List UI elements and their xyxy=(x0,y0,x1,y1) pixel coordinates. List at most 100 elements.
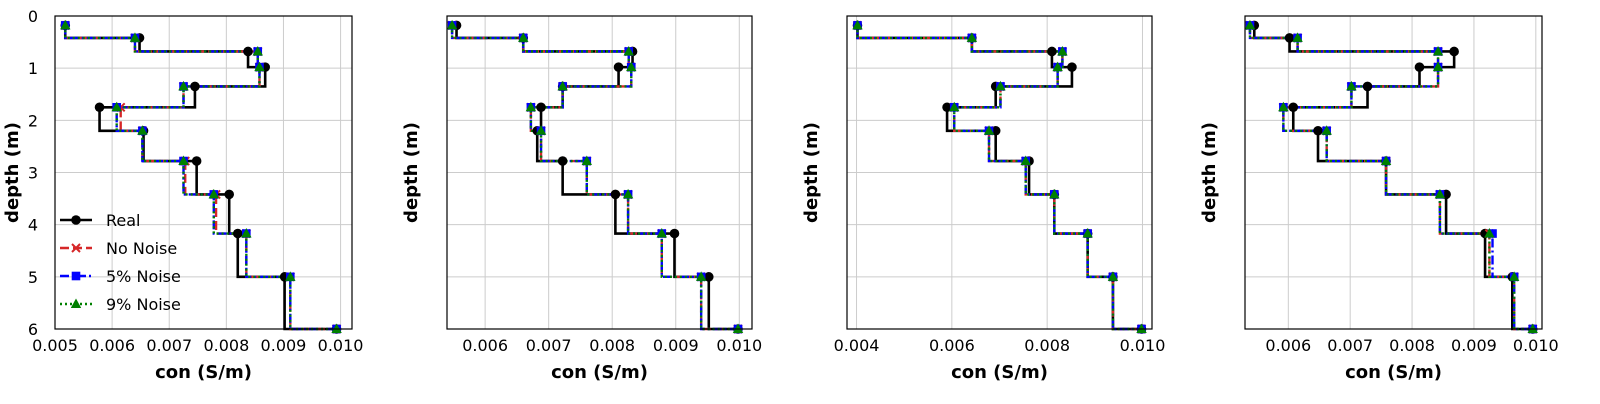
data-point-9-noise xyxy=(525,101,537,112)
axes-frame xyxy=(446,15,753,330)
data-point-9-noise xyxy=(949,101,960,112)
data-point-9-noise xyxy=(518,32,529,42)
data-point-real xyxy=(1362,81,1373,92)
axes-frame xyxy=(54,15,353,330)
x-axis-label: con (S/m) xyxy=(1345,362,1442,383)
data-point-real xyxy=(613,62,624,72)
data-point-9-noise xyxy=(1434,188,1446,199)
x-tick-label: 0.008 xyxy=(1024,336,1070,355)
data-point-9-noise xyxy=(1244,19,1256,30)
x-tick-label: 0.007 xyxy=(1327,336,1373,355)
axes-frame xyxy=(1244,15,1543,330)
x-tick-label: 0.006 xyxy=(462,336,508,355)
data-point-9-noise xyxy=(557,80,568,91)
legend-marker xyxy=(71,271,81,281)
data-point-9-noise xyxy=(285,271,296,281)
data-point-real xyxy=(94,102,105,113)
axes-frame xyxy=(846,15,1153,330)
series-line-real xyxy=(1252,25,1533,331)
data-point-9-noise xyxy=(1082,228,1093,238)
series-line-9-noise xyxy=(450,25,739,331)
data-point-9-noise xyxy=(966,32,978,42)
data-point-5-noise xyxy=(1488,229,1497,238)
y-tick-label: 1 xyxy=(28,59,38,78)
data-point-9-noise xyxy=(252,45,263,56)
series-line-no-noise xyxy=(1248,25,1533,331)
x-tick-label: 0.009 xyxy=(1451,336,1497,355)
series-line-real xyxy=(455,25,739,331)
x-tick-label: 0.010 xyxy=(318,336,364,355)
y-axis-label: depth (m) xyxy=(801,122,822,223)
chart-panel-4: 0.006 0.007 0.008 0.009 0.010 con (S/m) depth … xyxy=(1199,15,1559,383)
data-point-9-noise xyxy=(111,101,122,112)
x-tick-label: 0.007 xyxy=(526,336,572,355)
legend-label: 9% Noise xyxy=(106,295,181,314)
x-tick-label: 0.008 xyxy=(203,336,249,355)
x-tick-label: 0.006 xyxy=(1265,336,1311,355)
y-tick-label: 2 xyxy=(28,111,38,130)
data-point-real xyxy=(1414,62,1425,72)
x-tick-label: 0.007 xyxy=(146,336,192,355)
data-point-real xyxy=(703,272,714,282)
data-point-9-noise xyxy=(208,188,219,199)
data-point-9-noise xyxy=(1346,80,1357,91)
chart-panel-3: 0.004 0.006 0.008 0.010 con (S/m) depth (m) xyxy=(801,15,1165,383)
legend: Real No Noise 5% Noise 9% Noise xyxy=(60,211,181,314)
series-line-5-noise xyxy=(64,25,337,331)
data-point-9-noise xyxy=(1020,155,1031,166)
data-point-real xyxy=(557,156,568,166)
data-point-real xyxy=(190,81,200,92)
chart-panel-1: 0.005 0.006 0.007 0.008 0.009 0.010 0 1 2 3 4 5 6 con… xyxy=(2,7,363,383)
data-point-real xyxy=(1047,46,1057,57)
x-axis-label: con (S/m) xyxy=(551,362,648,383)
data-point-9-noise xyxy=(241,228,252,238)
y-tick-label: 0 xyxy=(28,7,38,26)
x-tick-label: 0.008 xyxy=(589,336,635,355)
data-point-9-noise xyxy=(446,19,458,30)
legend-label: 5% Noise xyxy=(106,267,181,286)
data-point-9-noise xyxy=(178,80,189,91)
data-point-9-noise xyxy=(178,155,189,166)
data-point-real xyxy=(243,46,253,57)
data-point-real xyxy=(1313,125,1323,136)
data-point-9-noise xyxy=(1484,228,1495,238)
legend-marker xyxy=(70,298,82,308)
y-axis-label: depth (m) xyxy=(2,122,23,223)
data-point-real xyxy=(1288,102,1299,113)
x-axis-label: con (S/m) xyxy=(951,362,1048,383)
x-tick-label: 0.005 xyxy=(32,336,78,355)
x-tick-label: 0.006 xyxy=(89,336,135,355)
x-tick-label: 0.009 xyxy=(653,336,699,355)
data-point-real xyxy=(232,228,243,239)
data-point-9-noise xyxy=(983,125,995,135)
data-point-9-noise xyxy=(331,323,342,333)
data-point-9-noise xyxy=(1278,101,1289,112)
data-point-9-noise xyxy=(1527,323,1538,333)
x-tick-label: 0.006 xyxy=(929,336,975,355)
legend-marker xyxy=(71,215,81,225)
x-axis-label: con (S/m) xyxy=(155,362,252,383)
data-point-real xyxy=(1284,33,1295,43)
x-tick-label: 0.010 xyxy=(716,336,762,355)
y-axis-label: depth (m) xyxy=(401,122,422,223)
y-axis-label: depth (m) xyxy=(1199,122,1220,223)
series-line-5-noise xyxy=(450,25,739,331)
chart-panel-2: 0.006 0.007 0.008 0.009 0.010 con (S/m) depth … xyxy=(401,15,762,383)
data-point-9-noise xyxy=(1136,323,1147,333)
data-point-9-noise xyxy=(1432,61,1444,72)
series-line-real xyxy=(856,25,1142,331)
data-point-9-noise xyxy=(137,125,148,135)
data-point-9-noise xyxy=(995,80,1006,91)
data-point-9-noise xyxy=(852,19,863,30)
data-point-9-noise xyxy=(535,125,547,135)
data-point-9-noise xyxy=(1432,45,1444,56)
legend-label: No Noise xyxy=(106,239,177,258)
x-tick-label: 0.009 xyxy=(261,336,307,355)
data-point-9-noise xyxy=(1049,188,1060,199)
legend-marker xyxy=(71,243,81,253)
y-tick-label: 3 xyxy=(28,164,38,183)
series-line-no-noise xyxy=(856,25,1142,331)
data-point-9-noise xyxy=(254,61,265,72)
